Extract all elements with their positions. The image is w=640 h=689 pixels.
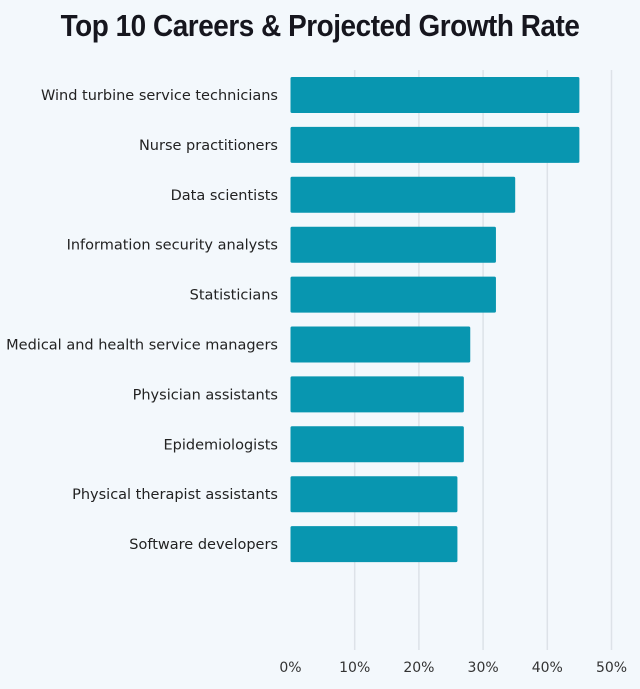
category-label: Physician assistants [133, 387, 278, 403]
x-tick-label: 10% [339, 660, 370, 676]
category-label: Physical therapist assistants [72, 487, 278, 503]
category-label: Information security analysts [67, 238, 278, 254]
bar [290, 476, 458, 513]
category-label: Wind turbine service technicians [41, 88, 278, 104]
bar [290, 276, 496, 313]
x-tick-label: 30% [468, 660, 499, 676]
x-tick-label: 50% [596, 660, 627, 676]
bar [290, 176, 516, 213]
bar [290, 326, 471, 363]
bar [290, 426, 464, 463]
category-label: Nurse practitioners [139, 138, 278, 154]
category-label: Data scientists [171, 188, 278, 204]
bar [290, 126, 580, 163]
category-label: Software developers [129, 537, 278, 553]
bar [290, 376, 464, 413]
chart-title: Top 10 Careers & Projected Growth Rate [60, 8, 580, 43]
bar [290, 77, 580, 113]
x-tick-label: 40% [532, 660, 563, 676]
category-label: Epidemiologists [164, 437, 278, 453]
category-label: Medical and health service managers [6, 338, 278, 354]
bar [290, 226, 496, 263]
bar [290, 526, 458, 563]
x-tick-label: 20% [403, 660, 434, 676]
category-label: Statisticians [190, 288, 278, 304]
x-tick-label: 0% [279, 660, 301, 676]
